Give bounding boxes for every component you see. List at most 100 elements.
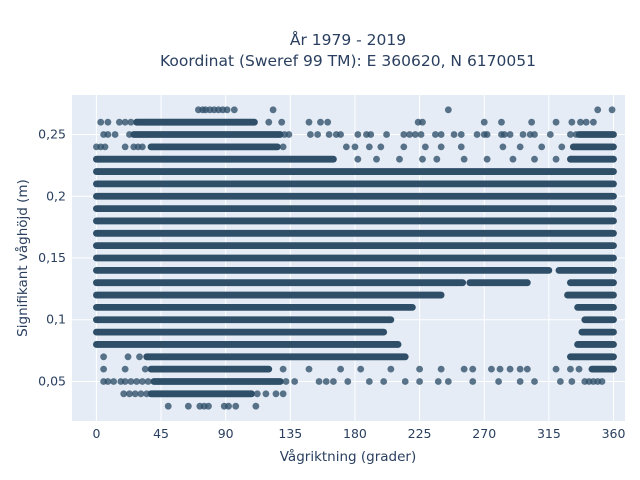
data-point [314,131,322,138]
data-point [100,353,107,361]
data-point [516,365,524,373]
data-point [577,118,584,126]
data-point [531,131,538,138]
data-point [457,131,465,138]
data-point [265,118,273,126]
data-point [483,131,491,138]
x-tick-label: 315 [537,426,561,441]
data-point [337,131,344,138]
x-axis-title: Vågriktning (grader) [280,448,417,465]
data-point [523,365,531,373]
data-point [416,365,423,373]
data-point [406,131,413,138]
data-point [225,402,232,410]
x-tick-label: 180 [343,426,367,441]
data-point [416,378,423,385]
data-point [317,118,324,126]
x-tick-label: 270 [472,426,496,441]
data-point [104,131,112,138]
data-point [282,378,290,385]
data-point [519,131,527,138]
x-tick-label: 90 [218,426,234,441]
data-point [127,378,135,385]
data-point [608,106,616,114]
data-point [272,390,280,398]
data-point [164,402,172,410]
data-point [575,365,583,373]
chart-title-line2: Koordinat (Sweref 99 TM): E 360620, N 61… [160,52,536,70]
data-point [285,131,293,138]
data-point [495,378,502,385]
data-point [367,131,375,138]
data-point [469,365,477,373]
data-point [253,390,261,398]
y-tick-label: 0,25 [38,127,66,142]
data-point [590,118,597,126]
data-point [354,155,362,163]
data-point [582,118,590,126]
data-point [417,131,425,138]
data-point [121,378,129,385]
data-point [262,390,270,398]
data-point [567,365,574,373]
data-point [480,118,488,126]
data-point [444,378,452,385]
data-point [496,365,504,373]
data-point [279,390,287,398]
data-point [558,143,566,151]
data-point [365,378,373,385]
data-point [444,106,452,114]
data-point [269,106,277,114]
data-point [315,378,323,385]
data-point [400,143,408,151]
data-point [383,131,390,138]
data-point [116,118,123,126]
data-point [437,131,445,138]
data-point [133,378,141,385]
data-point [437,143,445,151]
data-point [411,131,419,138]
data-point [305,118,313,126]
data-point [110,378,118,385]
x-tick-label: 0 [92,426,100,441]
data-point [531,378,538,385]
data-point [401,378,409,385]
data-point [230,106,238,114]
tick-labels: 0 45 90 135 180 225 270 315 360 0,05 0,1 0,15 0,2 0,2… [38,127,625,441]
data-point [434,378,442,385]
data-point [291,378,299,385]
data-point [531,155,538,163]
data-point [138,143,146,151]
data-point [568,378,576,385]
data-point [127,118,135,126]
data-point [126,390,133,398]
data-point [305,365,313,373]
data-point [473,131,481,138]
y-axis-title: Signifikant våghöjd (m) [14,179,31,337]
data-point [509,155,517,163]
data-point [120,390,128,398]
data-point [357,365,365,373]
data-point [337,365,344,373]
data-point [552,155,560,163]
data-point [483,155,491,163]
data-point [307,131,314,138]
data-point [538,143,546,151]
data-point [97,118,105,126]
data-point [365,143,373,151]
data-point [121,143,129,151]
data-point [138,378,146,385]
y-tick-label: 0,15 [38,250,66,265]
data-point [184,402,192,410]
data-points [93,106,617,410]
data-point [450,131,458,138]
data-point [121,365,129,373]
data-point [433,155,441,163]
x-tick-label: 45 [153,426,169,441]
data-point [572,131,580,138]
data-point [437,365,445,373]
data-point [104,118,112,126]
data-point [460,155,468,163]
